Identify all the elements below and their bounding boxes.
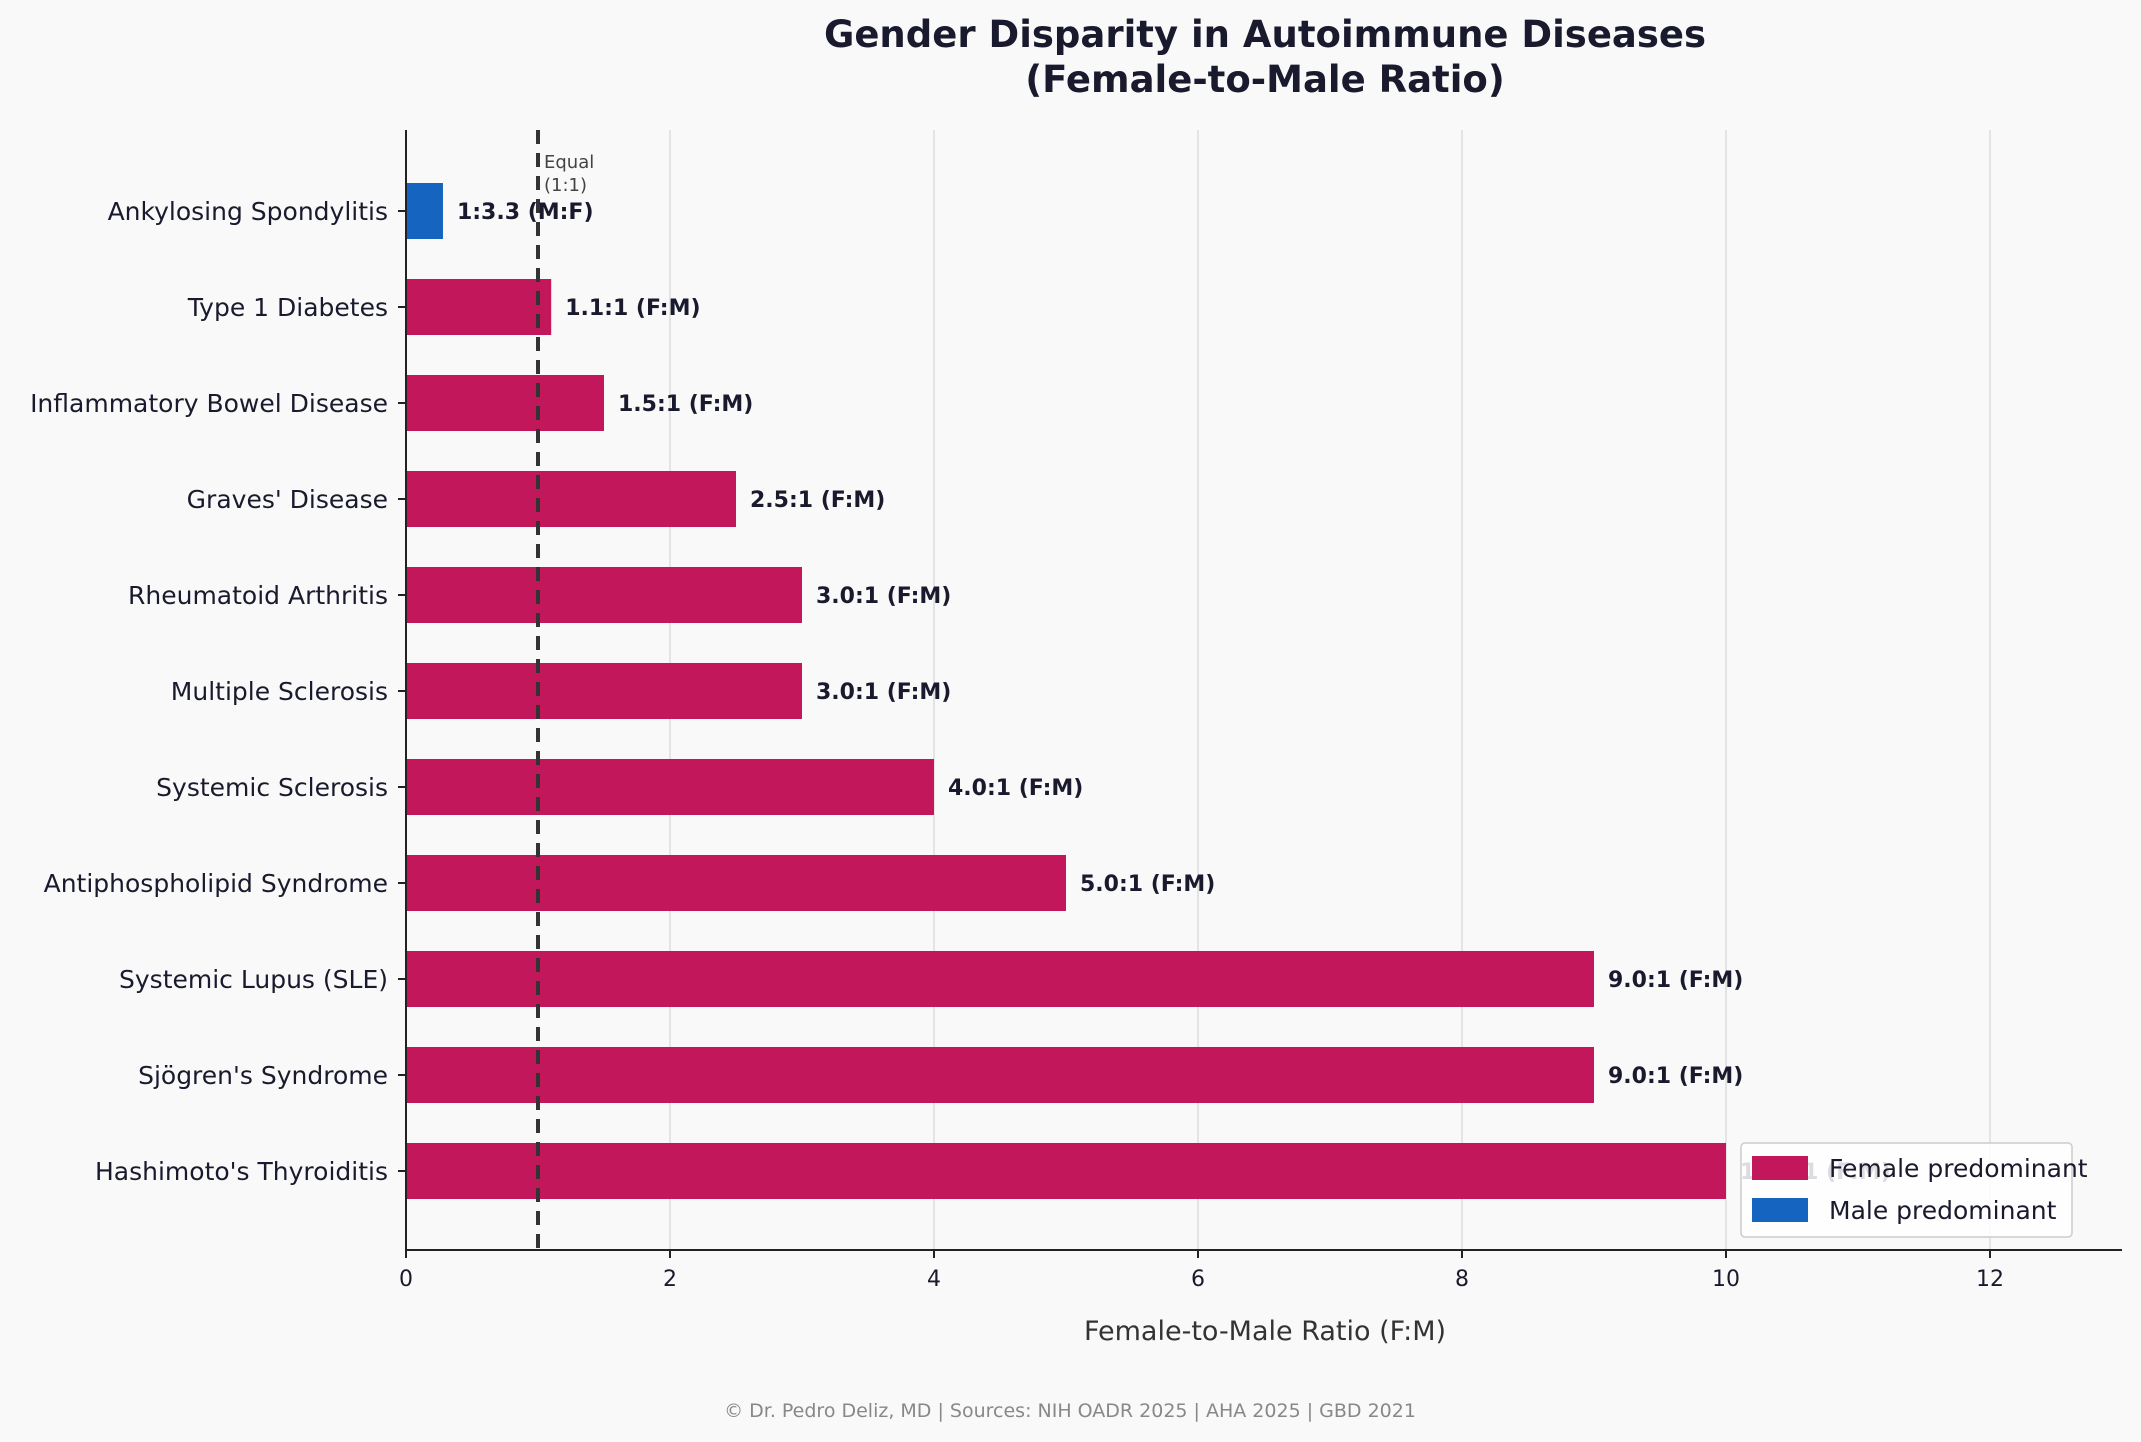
value-label-5: 3.0:1 (F:M) xyxy=(816,680,951,705)
category-label-8: Systemic Lupus (SLE) xyxy=(119,965,388,994)
bar-4 xyxy=(406,567,802,623)
category-label-3: Graves' Disease xyxy=(187,485,388,514)
x-tick-label-0: 0 xyxy=(399,1267,413,1292)
value-label-3: 2.5:1 (F:M) xyxy=(750,488,885,513)
x-tick-label-4: 4 xyxy=(927,1267,941,1292)
bars xyxy=(406,183,1726,1199)
axes: 0 2 4 6 8 10 12 xyxy=(398,130,2122,1292)
bar-10 xyxy=(406,1143,1726,1199)
chart-subtitle: (Female-to-Male Ratio) xyxy=(1025,58,1505,101)
category-label-5: Multiple Sclerosis xyxy=(171,677,388,706)
category-label-7: Antiphospholipid Syndrome xyxy=(44,869,388,898)
category-label-10: Hashimoto's Thyroiditis xyxy=(95,1157,388,1186)
bar-5 xyxy=(406,663,802,719)
legend-label-female: Female predominant xyxy=(1829,1154,2088,1183)
legend-swatch-male xyxy=(1752,1198,1808,1222)
x-tick-label-6: 6 xyxy=(1191,1267,1205,1292)
legend: Female predominant Male predominant xyxy=(1740,1142,2088,1238)
bar-1 xyxy=(406,279,552,335)
value-label-4: 3.0:1 (F:M) xyxy=(816,584,951,609)
legend-label-male: Male predominant xyxy=(1829,1196,2057,1225)
bar-9 xyxy=(406,1047,1594,1103)
bar-7 xyxy=(406,855,1066,911)
value-label-8: 9.0:1 (F:M) xyxy=(1608,968,1743,993)
legend-frame xyxy=(1740,1142,2073,1238)
value-label-7: 5.0:1 (F:M) xyxy=(1080,872,1215,897)
category-label-1: Type 1 Diabetes xyxy=(187,293,388,322)
bar-0 xyxy=(406,183,443,239)
chart-title: Gender Disparity in Autoimmune Diseases xyxy=(824,13,1706,56)
category-label-6: Systemic Sclerosis xyxy=(156,773,388,802)
bar-2 xyxy=(406,375,604,431)
bar-3 xyxy=(406,471,736,527)
category-label-4: Rheumatoid Arthritis xyxy=(128,581,388,610)
equal-ratio-sublabel: (1:1) xyxy=(544,175,587,196)
bar-6 xyxy=(406,759,934,815)
value-label-0: 1:3.3 (M:F) xyxy=(457,200,594,225)
x-tick-label-2: 2 xyxy=(663,1267,677,1292)
legend-swatch-female xyxy=(1752,1156,1808,1180)
x-tick-label-10: 10 xyxy=(1712,1267,1740,1292)
x-tick-label-8: 8 xyxy=(1455,1267,1469,1292)
value-label-1: 1.1:1 (F:M) xyxy=(565,296,700,321)
footer-credits: © Dr. Pedro Deliz, MD | Sources: NIH OAD… xyxy=(724,1400,1416,1422)
category-label-9: Sjögren's Syndrome xyxy=(138,1061,388,1090)
bar-8 xyxy=(406,951,1594,1007)
equal-ratio-label: Equal xyxy=(544,152,594,173)
category-label-0: Ankylosing Spondylitis xyxy=(108,197,388,226)
value-label-6: 4.0:1 (F:M) xyxy=(948,776,1083,801)
category-label-2: Inflammatory Bowel Disease xyxy=(30,389,388,418)
equal-ratio-reference: Equal(1:1) xyxy=(536,130,594,1250)
value-label-2: 1.5:1 (F:M) xyxy=(618,392,753,417)
x-tick-label-12: 12 xyxy=(1976,1267,2004,1292)
category-labels: Ankylosing Spondylitis Type 1 Diabetes Inf… xyxy=(30,197,388,1186)
x-axis-label: Female-to-Male Ratio (F:M) xyxy=(1084,1316,1446,1347)
value-label-9: 9.0:1 (F:M) xyxy=(1608,1064,1743,1089)
